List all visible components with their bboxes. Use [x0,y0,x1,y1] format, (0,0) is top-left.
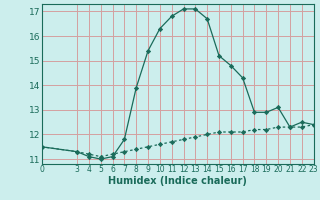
X-axis label: Humidex (Indice chaleur): Humidex (Indice chaleur) [108,176,247,186]
